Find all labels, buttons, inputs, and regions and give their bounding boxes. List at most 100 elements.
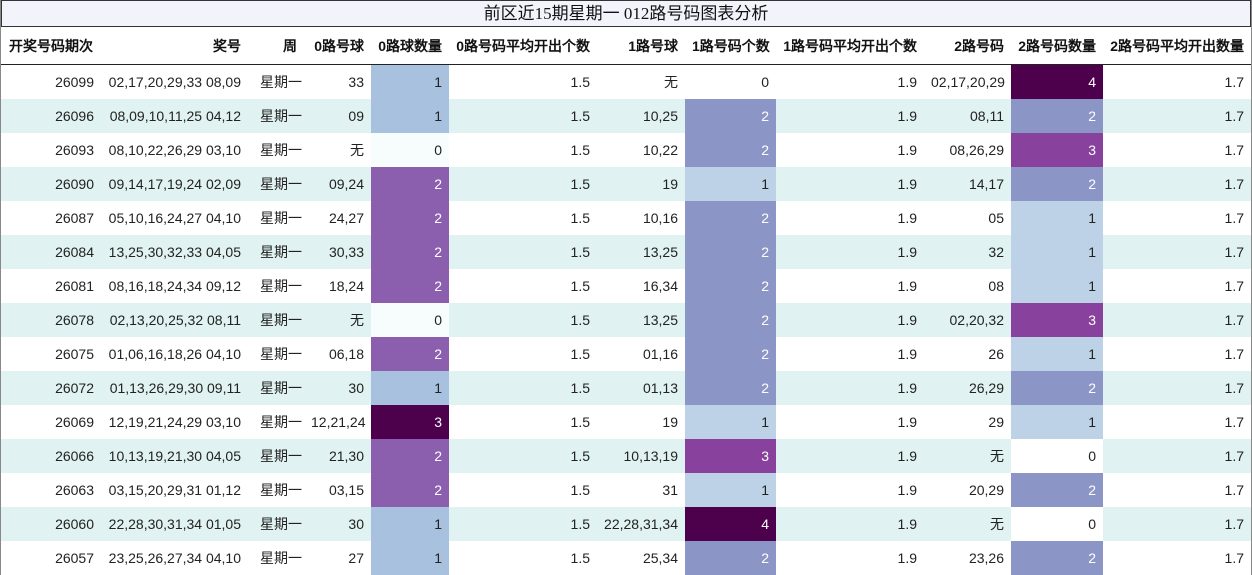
header-route1-avg[interactable]: 1路号码平均开出个数 [776,27,924,65]
cell-route1-count: 2 [685,371,776,405]
cell-route0-count: 2 [371,337,449,371]
cell-route0-avg: 1.5 [449,303,597,337]
header-numbers[interactable]: 奖号 [101,27,248,65]
cell-route1-count: 2 [685,303,776,337]
cell-numbers: 08,10,22,26,29 03,10 [101,133,248,167]
header-route1-balls[interactable]: 1路号球 [597,27,685,65]
cell-route0-balls: 24,27 [304,201,371,235]
header-route2-count[interactable]: 2路号码数量 [1011,27,1103,65]
table-row[interactable]: 26063 03,15,20,29,31 01,12 星期一 03,15 2 1.5 31 1… [1,473,1251,507]
cell-route2-avg: 1.7 [1103,133,1251,167]
cell-period: 26075 [1,337,101,371]
cell-route0-avg: 1.5 [449,64,597,99]
header-period[interactable]: 开奖号码期次 [1,27,101,65]
cell-route1-balls: 16,34 [597,269,685,303]
cell-numbers: 23,25,26,27,34 04,10 [101,541,248,575]
cell-route1-count: 2 [685,133,776,167]
cell-route0-count: 2 [371,201,449,235]
cell-period: 26090 [1,167,101,201]
cell-route1-balls: 10,22 [597,133,685,167]
cell-route1-balls: 10,13,19 [597,439,685,473]
cell-route2-avg: 1.7 [1103,269,1251,303]
table-row[interactable]: 26084 13,25,30,32,33 04,05 星期一 30,33 2 1.5 13,… [1,235,1251,269]
cell-route2-avg: 1.7 [1103,303,1251,337]
table-row[interactable]: 26060 22,28,30,31,34 01,05 星期一 30 1 1.5 22,28,… [1,507,1251,541]
cell-week: 星期一 [248,507,304,541]
table-row[interactable]: 26072 01,13,26,29,30 09,11 星期一 30 1 1.5 01,13 2… [1,371,1251,405]
table-row[interactable]: 26069 12,19,21,24,29 03,10 星期一 12,21,24 3 1.5… [1,405,1251,439]
table-row[interactable]: 26078 02,13,20,25,32 08,11 星期一无 0 1.5 13,25 2 1… [1,303,1251,337]
cell-route0-count: 2 [371,269,449,303]
cell-route1-balls: 13,25 [597,235,685,269]
header-route2-avg[interactable]: 2路号码平均开出数量 [1103,27,1251,65]
cell-numbers: 01,06,16,18,26 04,10 [101,337,248,371]
cell-route0-avg: 1.5 [449,473,597,507]
cell-route1-count: 2 [685,269,776,303]
cell-route1-count: 4 [685,507,776,541]
header-route0-count[interactable]: 0路球数量 [371,27,449,65]
cell-week: 星期一 [248,473,304,507]
cell-period: 26057 [1,541,101,575]
cell-numbers: 13,25,30,32,33 04,05 [101,235,248,269]
cell-numbers: 12,19,21,24,29 03,10 [101,405,248,439]
cell-route1-avg: 1.9 [776,201,924,235]
cell-route0-avg: 1.5 [449,167,597,201]
cell-week: 星期一 [248,405,304,439]
cell-route2-avg: 1.7 [1103,64,1251,99]
table-row[interactable]: 26093 08,10,22,26,29 03,10 星期一无 0 1.5 10,22 2 1… [1,133,1251,167]
table-row[interactable]: 26075 01,06,16,18,26 04,10 星期一 06,18 2 1.5 01,… [1,337,1251,371]
cell-route1-count: 0 [685,64,776,99]
table-body: 26099 02,17,20,29,33 08,09 星期一 33 1 1.5 无 0 1.9 0… [1,64,1251,575]
header-route1-count[interactable]: 1路号码个数 [685,27,776,65]
cell-week: 星期一 [248,439,304,473]
cell-numbers: 10,13,19,21,30 04,05 [101,439,248,473]
cell-route1-count: 2 [685,201,776,235]
cell-week: 星期一 [248,133,304,167]
table-row[interactable]: 26057 23,25,26,27,34 04,10 星期一 27 1 1.5 25,34 2… [1,541,1251,575]
header-row: 开奖号码期次 奖号 周 0路号球 0路球数量 0路号码平均开出个数 1路号球 1… [1,27,1251,65]
cell-route2-avg: 1.7 [1103,371,1251,405]
cell-week: 星期一 [248,541,304,575]
cell-period: 26066 [1,439,101,473]
table-title: 前区近15期星期一 012路号码图表分析 [1,0,1251,27]
table-row[interactable]: 26090 09,14,17,19,24 02,09 星期一 09,24 2 1.5 19 1… [1,167,1251,201]
header-route2-balls[interactable]: 2路号码 [924,27,1011,65]
cell-route2-balls: 32 [924,235,1011,269]
table-row[interactable]: 26081 08,16,18,24,34 09,12 星期一 18,24 2 1.5 16,… [1,269,1251,303]
cell-route1-avg: 1.9 [776,235,924,269]
cell-route1-balls: 01,16 [597,337,685,371]
cell-route2-avg: 1.7 [1103,99,1251,133]
cell-week: 星期一 [248,167,304,201]
cell-route2-avg: 1.7 [1103,405,1251,439]
cell-period: 26093 [1,133,101,167]
cell-route0-avg: 1.5 [449,235,597,269]
cell-numbers: 01,13,26,29,30 09,11 [101,371,248,405]
table-row[interactable]: 26099 02,17,20,29,33 08,09 星期一 33 1 1.5 无 0 1.9 0… [1,64,1251,99]
cell-route0-balls: 18,24 [304,269,371,303]
cell-route2-count: 0 [1011,439,1103,473]
table-row[interactable]: 26087 05,10,16,24,27 04,10 星期一 24,27 2 1.5 10,… [1,201,1251,235]
cell-route0-avg: 1.5 [449,201,597,235]
cell-route1-count: 2 [685,99,776,133]
cell-route2-avg: 1.7 [1103,541,1251,575]
cell-period: 26099 [1,64,101,99]
cell-route2-balls: 无 [924,439,1011,473]
cell-period: 26081 [1,269,101,303]
cell-route0-balls: 06,18 [304,337,371,371]
cell-period: 26063 [1,473,101,507]
cell-route0-avg: 1.5 [449,507,597,541]
cell-route0-avg: 1.5 [449,541,597,575]
header-route0-avg[interactable]: 0路号码平均开出个数 [449,27,597,65]
cell-week: 星期一 [248,201,304,235]
cell-route0-count: 1 [371,541,449,575]
table-row[interactable]: 26066 10,13,19,21,30 04,05 星期一 21,30 2 1.5 10,… [1,439,1251,473]
cell-route2-count: 4 [1011,64,1103,99]
cell-route2-balls: 26,29 [924,371,1011,405]
cell-route1-balls: 无 [597,64,685,99]
cell-route1-avg: 1.9 [776,439,924,473]
header-route0-balls[interactable]: 0路号球 [304,27,371,65]
table-row[interactable]: 26096 08,09,10,11,25 04,12 星期一 09 1 1.5 10,25 2… [1,99,1251,133]
cell-route1-avg: 1.9 [776,473,924,507]
header-week[interactable]: 周 [248,27,304,65]
